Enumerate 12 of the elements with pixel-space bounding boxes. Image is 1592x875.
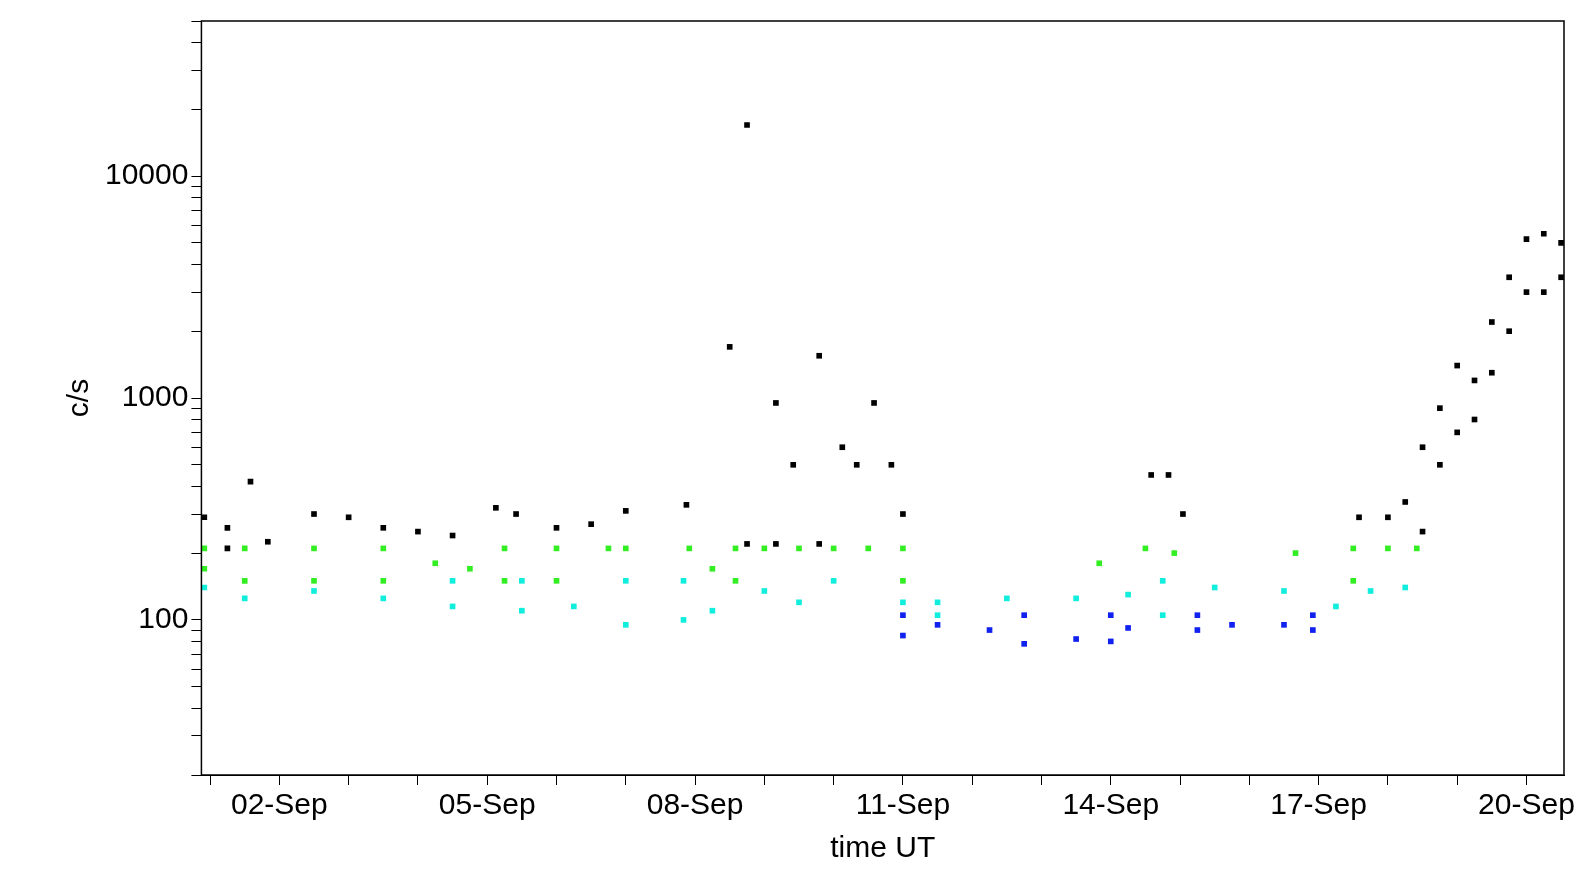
x-tick-label: 11-Sep bbox=[855, 787, 951, 821]
y-axis-title: c/s bbox=[61, 378, 95, 418]
x-tick-label: 14-Sep bbox=[1062, 787, 1160, 821]
x-tick-label: 08-Sep bbox=[646, 787, 744, 821]
y-tick-label: 10000 bbox=[104, 157, 189, 191]
x-tick-label: 17-Sep bbox=[1270, 787, 1367, 821]
x-axis-title: time UT bbox=[830, 830, 936, 864]
y-tick-label: 1000 bbox=[121, 379, 189, 413]
x-tick-label: 02-Sep bbox=[230, 787, 328, 821]
x-tick-label: 05-Sep bbox=[438, 787, 536, 821]
x-tick-label: 20-Sep bbox=[1478, 787, 1575, 821]
y-tick-label: 100 bbox=[138, 601, 189, 635]
